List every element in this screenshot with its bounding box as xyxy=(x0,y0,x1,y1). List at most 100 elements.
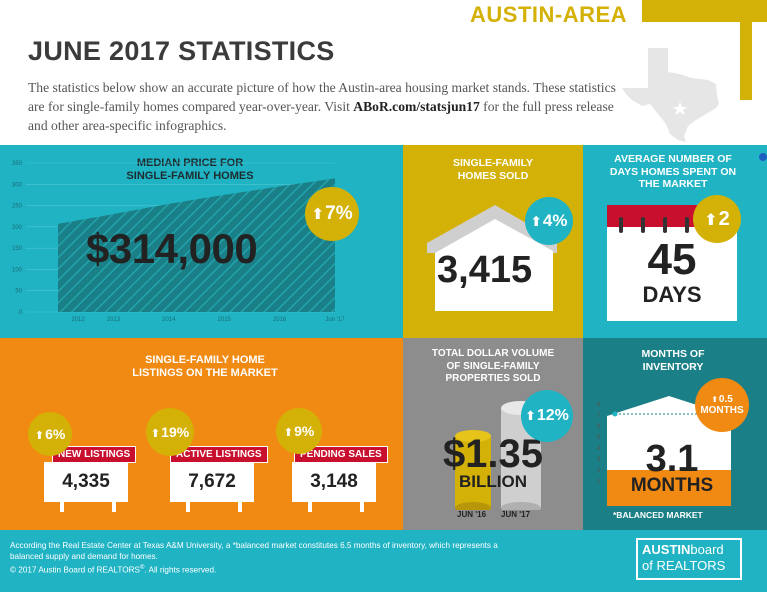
mini-y-tick-label: 4 xyxy=(597,446,601,452)
days-title-line1: AVERAGE NUMBER OF xyxy=(614,153,732,165)
dollar-volume-title-line2: OF SINGLE-FAMILY xyxy=(446,360,540,372)
copyright-pre: © 2017 Austin Board of REALTORS xyxy=(10,565,140,575)
days-change-badge: 2 xyxy=(693,195,741,243)
active-listings-change: 19% xyxy=(151,424,189,440)
y-tick-label: 350 xyxy=(12,161,23,167)
inventory-title: MONTHS OF INVENTORY xyxy=(583,348,763,374)
listings-title-line2: LISTINGS ON THE MARKET xyxy=(132,367,278,379)
intro-text: The statistics below show an accurate pi… xyxy=(28,78,630,135)
pending-sales-label: PENDING SALES xyxy=(294,446,388,463)
x-tick-label: 2016 xyxy=(273,317,287,323)
footer: According the Real Estate Center at Texa… xyxy=(0,530,767,592)
median-price-panel: MEDIAN PRICE FOR SINGLE-FAMILY HOMES 350… xyxy=(0,145,403,338)
mini-y-tick-label: 1 xyxy=(597,479,601,485)
days-value: 45 xyxy=(647,235,697,284)
new-listings-change-badge: 6% xyxy=(28,412,72,456)
x-tick-label: 2015 xyxy=(218,317,232,323)
days-change: 2 xyxy=(704,208,730,231)
days-title-line3: THE MARKET xyxy=(638,178,708,190)
homes-sold-panel: SINGLE-FAMILY HOMES SOLD 3,415 4% xyxy=(403,145,583,338)
logo-realtors: of REALTORS xyxy=(642,558,726,573)
intro-link[interactable]: ABoR.com/statsjun17 xyxy=(353,99,480,114)
median-price-value: $314,000 xyxy=(86,225,258,272)
sign-post-right xyxy=(238,500,242,512)
y-tick-label: 100 xyxy=(12,267,23,273)
days-title: AVERAGE NUMBER OF DAYS HOMES SPENT ON TH… xyxy=(583,153,763,191)
dollar-volume-panel: TOTAL DOLLAR VOLUME OF SINGLE-FAMILY PRO… xyxy=(403,338,583,530)
x-tick-label: 2014 xyxy=(162,317,176,323)
median-price-title-line2: SINGLE-FAMILY HOMES xyxy=(126,170,254,182)
austin-star-icon xyxy=(673,102,687,115)
logo-board: board xyxy=(690,542,724,557)
listings-panel: SINGLE-FAMILY HOME LISTINGS ON THE MARKE… xyxy=(0,338,403,530)
footer-note: According the Real Estate Center at Texa… xyxy=(10,541,498,561)
days-title-line2: DAYS HOMES SPENT ON xyxy=(609,165,737,178)
y-tick-label: 150 xyxy=(12,246,23,252)
x-tick-label: 2012 xyxy=(71,317,85,323)
scroll-indicator-dot[interactable] xyxy=(759,153,767,161)
mini-y-tick-label: 8 xyxy=(597,402,601,408)
y-tick-label: 200 xyxy=(12,225,23,231)
homes-sold-title: SINGLE-FAMILY HOMES SOLD xyxy=(403,157,583,183)
dollar-volume-title-line3: PROPERTIES SOLD xyxy=(445,373,541,384)
pending-sales-value: 3,148 xyxy=(292,462,376,502)
calendar-ring-1 xyxy=(619,217,623,233)
pending-sales-change-badge: 9% xyxy=(276,408,322,454)
active-listings-label: ACTIVE LISTINGS xyxy=(170,446,268,463)
days-on-market-panel: AVERAGE NUMBER OF DAYS HOMES SPENT ON TH… xyxy=(583,145,767,338)
homes-sold-change: 4% xyxy=(531,211,568,231)
y-tick-label: 300 xyxy=(12,182,23,188)
x-tick-label: Jun '17 xyxy=(325,317,345,323)
dollar-volume-change: 12% xyxy=(525,407,569,425)
calendar-ring-3 xyxy=(663,217,667,233)
mini-chart-yticks: 8 7 6 5 4 3 2 1 xyxy=(597,402,607,506)
logo-austin: AUSTIN xyxy=(642,542,691,557)
abor-logo[interactable]: AUSTINboard of REALTORS xyxy=(636,538,742,580)
inventory-change-unit: MONTHS xyxy=(700,405,744,416)
homes-sold-change-badge: 4% xyxy=(525,197,573,245)
calendar-ring-4 xyxy=(685,217,689,233)
median-price-area-series xyxy=(58,178,335,312)
sign-post-right xyxy=(360,500,364,512)
inventory-value: 3.1 xyxy=(645,438,699,480)
dollar-volume-label-prev: JUN '16 xyxy=(457,510,487,519)
footer-copyright: © 2017 Austin Board of REALTORS®. All ri… xyxy=(10,565,216,575)
y-tick-label: 0 xyxy=(19,310,23,316)
page-title: JUNE 2017 STATISTICS xyxy=(28,36,335,66)
inventory-title-line2: INVENTORY xyxy=(642,361,704,373)
mini-y-tick-label: 2 xyxy=(597,468,601,474)
region-tag xyxy=(468,0,638,26)
dollar-volume-change-badge: 12% xyxy=(521,390,573,442)
median-price-change: 7% xyxy=(311,203,352,225)
mini-y-tick-label: 3 xyxy=(597,457,601,463)
days-unit: DAYS xyxy=(642,282,702,307)
inventory-change-value: 0.5 xyxy=(711,394,733,405)
copyright-post: . All rights reserved. xyxy=(144,565,217,575)
calendar-ring-2 xyxy=(641,217,645,233)
inventory-title-line1: MONTHS OF xyxy=(641,348,705,360)
house-icon xyxy=(427,205,557,311)
inventory-panel: MONTHS OF INVENTORY 8 7 6 5 4 3 2 1 3.1 MONTHS … xyxy=(583,338,767,530)
y-tick-label: 250 xyxy=(12,204,23,210)
median-price-chart: 350 300 250 200 150 100 50 0 2012 2013 2014 2015 20… xyxy=(12,161,345,323)
sign-post-left xyxy=(308,500,312,512)
dollar-volume-label-curr: JUN '17 xyxy=(501,510,531,519)
median-price-change-badge: 7% xyxy=(305,187,359,241)
homes-sold-title-line2: HOMES SOLD xyxy=(457,170,529,182)
dollar-volume-value: $1.35 xyxy=(442,432,544,476)
inventory-unit: MONTHS xyxy=(630,475,714,496)
coin-stacks-icon xyxy=(455,401,541,510)
dollar-volume-unit: BILLION xyxy=(459,472,527,491)
header: AUSTIN-AREA JUNE 2017 STATISTICS The sta… xyxy=(0,0,767,145)
dollar-volume-title-line1: TOTAL DOLLAR VOLUME xyxy=(431,348,555,359)
mini-y-tick-label: 6 xyxy=(597,424,601,430)
dollar-volume-title: TOTAL DOLLAR VOLUME OF SINGLE-FAMILY PRO… xyxy=(403,348,583,386)
new-listings-value: 4,335 xyxy=(44,462,128,502)
inventory-change-badge: 0.5 MONTHS xyxy=(695,378,749,432)
mini-house-chart xyxy=(607,396,731,506)
new-listings-change: 6% xyxy=(35,426,65,442)
mini-y-tick-label: 5 xyxy=(597,435,601,441)
listings-title: SINGLE-FAMILY HOME LISTINGS ON THE MARKE… xyxy=(100,354,310,380)
listings-title-line1: SINGLE-FAMILY HOME xyxy=(145,354,265,366)
intro-text-post: for the full press release and other are… xyxy=(28,99,614,133)
